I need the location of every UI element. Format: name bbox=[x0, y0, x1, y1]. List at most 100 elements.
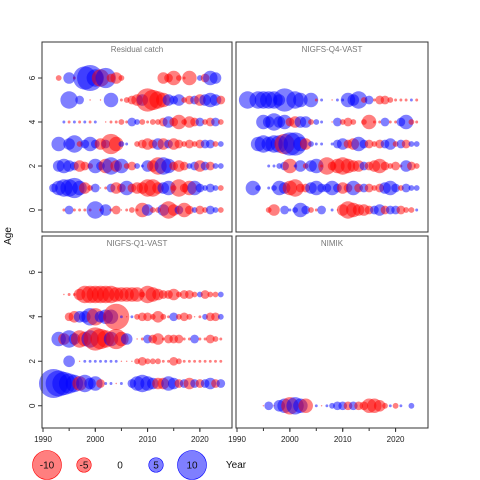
bubble bbox=[325, 404, 329, 408]
bubble bbox=[136, 338, 138, 340]
bubble bbox=[174, 334, 184, 344]
bubble bbox=[111, 205, 121, 215]
bubble bbox=[187, 337, 191, 341]
bubble bbox=[103, 303, 130, 330]
legend-item: -5 bbox=[76, 457, 92, 473]
y-tick-label: 4 bbox=[28, 119, 37, 124]
bubble bbox=[104, 359, 108, 363]
bubble bbox=[272, 164, 276, 168]
bubble bbox=[399, 404, 403, 408]
bubble bbox=[268, 204, 280, 216]
bubble bbox=[212, 291, 219, 298]
bubble bbox=[303, 92, 319, 108]
bubble bbox=[318, 157, 336, 175]
bubble bbox=[217, 119, 224, 125]
bubble bbox=[212, 336, 219, 342]
x-tick-label: 1990 bbox=[34, 435, 52, 444]
bubble bbox=[217, 141, 224, 147]
bubble bbox=[118, 141, 125, 147]
bubble bbox=[350, 119, 357, 125]
bubble bbox=[152, 311, 164, 323]
bubble bbox=[75, 95, 84, 105]
bubble bbox=[83, 120, 87, 124]
bubble bbox=[173, 94, 185, 106]
bubble bbox=[314, 142, 318, 146]
bubble bbox=[217, 313, 224, 320]
bubble bbox=[331, 99, 333, 101]
panel-top-right: NIGFS-Q4-VAST bbox=[235, 41, 429, 233]
bubble bbox=[286, 179, 304, 197]
bubble bbox=[391, 161, 400, 171]
bubble bbox=[119, 98, 123, 102]
bubble bbox=[152, 333, 164, 345]
bubble bbox=[174, 139, 184, 149]
bubble bbox=[245, 180, 261, 196]
bubble bbox=[103, 92, 119, 108]
bubble bbox=[207, 291, 214, 298]
bubble bbox=[193, 359, 197, 363]
bubble bbox=[299, 116, 312, 128]
bubble bbox=[134, 163, 141, 169]
bubble bbox=[99, 99, 102, 101]
bubble bbox=[146, 120, 150, 124]
bubble bbox=[166, 70, 181, 86]
bubble bbox=[60, 91, 78, 109]
bubble bbox=[392, 402, 399, 409]
bubble bbox=[182, 359, 186, 363]
bubble bbox=[294, 160, 307, 172]
bubble bbox=[288, 208, 292, 212]
bubble bbox=[205, 183, 215, 193]
bubble bbox=[191, 291, 198, 298]
bubble bbox=[140, 337, 144, 341]
bubble bbox=[55, 75, 62, 81]
bubble bbox=[167, 288, 180, 301]
y-tick-label: 2 bbox=[28, 163, 37, 168]
bubbles bbox=[39, 285, 226, 398]
bubble bbox=[193, 316, 196, 318]
bubble bbox=[217, 291, 224, 298]
bubble bbox=[387, 97, 394, 103]
bubble bbox=[214, 359, 217, 363]
bubble bbox=[127, 117, 137, 127]
bubble bbox=[216, 379, 226, 388]
bubble bbox=[267, 164, 271, 168]
bubble bbox=[361, 114, 377, 130]
bubble bbox=[415, 98, 419, 102]
bubble bbox=[364, 95, 374, 105]
bubble bbox=[125, 208, 129, 212]
bubble bbox=[343, 117, 353, 127]
bubble bbox=[372, 120, 376, 124]
bubble bbox=[93, 359, 97, 363]
x-tick-label: 2000 bbox=[86, 435, 104, 444]
bubble bbox=[130, 315, 134, 319]
bubble bbox=[415, 120, 419, 124]
bubble bbox=[114, 158, 129, 174]
bubble bbox=[314, 208, 318, 212]
bubble bbox=[313, 119, 320, 125]
bubble bbox=[64, 205, 74, 215]
bubble bbox=[104, 382, 108, 385]
bubble bbox=[212, 185, 219, 191]
bubble bbox=[212, 163, 219, 169]
y-tick-label: 2 bbox=[28, 358, 37, 363]
bubble bbox=[79, 182, 91, 194]
bubble bbox=[96, 379, 105, 388]
bubble bbox=[217, 207, 224, 213]
bubble bbox=[217, 185, 224, 191]
bubble bbox=[404, 98, 408, 102]
bubble bbox=[413, 163, 420, 169]
bubble bbox=[408, 402, 415, 409]
bubble bbox=[308, 141, 314, 147]
bubble bbox=[185, 290, 194, 299]
bubble bbox=[255, 185, 261, 191]
bubble bbox=[208, 359, 212, 363]
bubble bbox=[373, 400, 386, 412]
bubbles bbox=[49, 64, 226, 219]
bubble bbox=[408, 141, 415, 147]
bubble bbox=[396, 205, 406, 215]
bubble bbox=[72, 120, 76, 124]
x-axis-title: Year bbox=[226, 460, 247, 471]
bubble bbox=[167, 359, 170, 363]
legend-label: -5 bbox=[80, 461, 89, 472]
bubble bbox=[388, 120, 392, 124]
